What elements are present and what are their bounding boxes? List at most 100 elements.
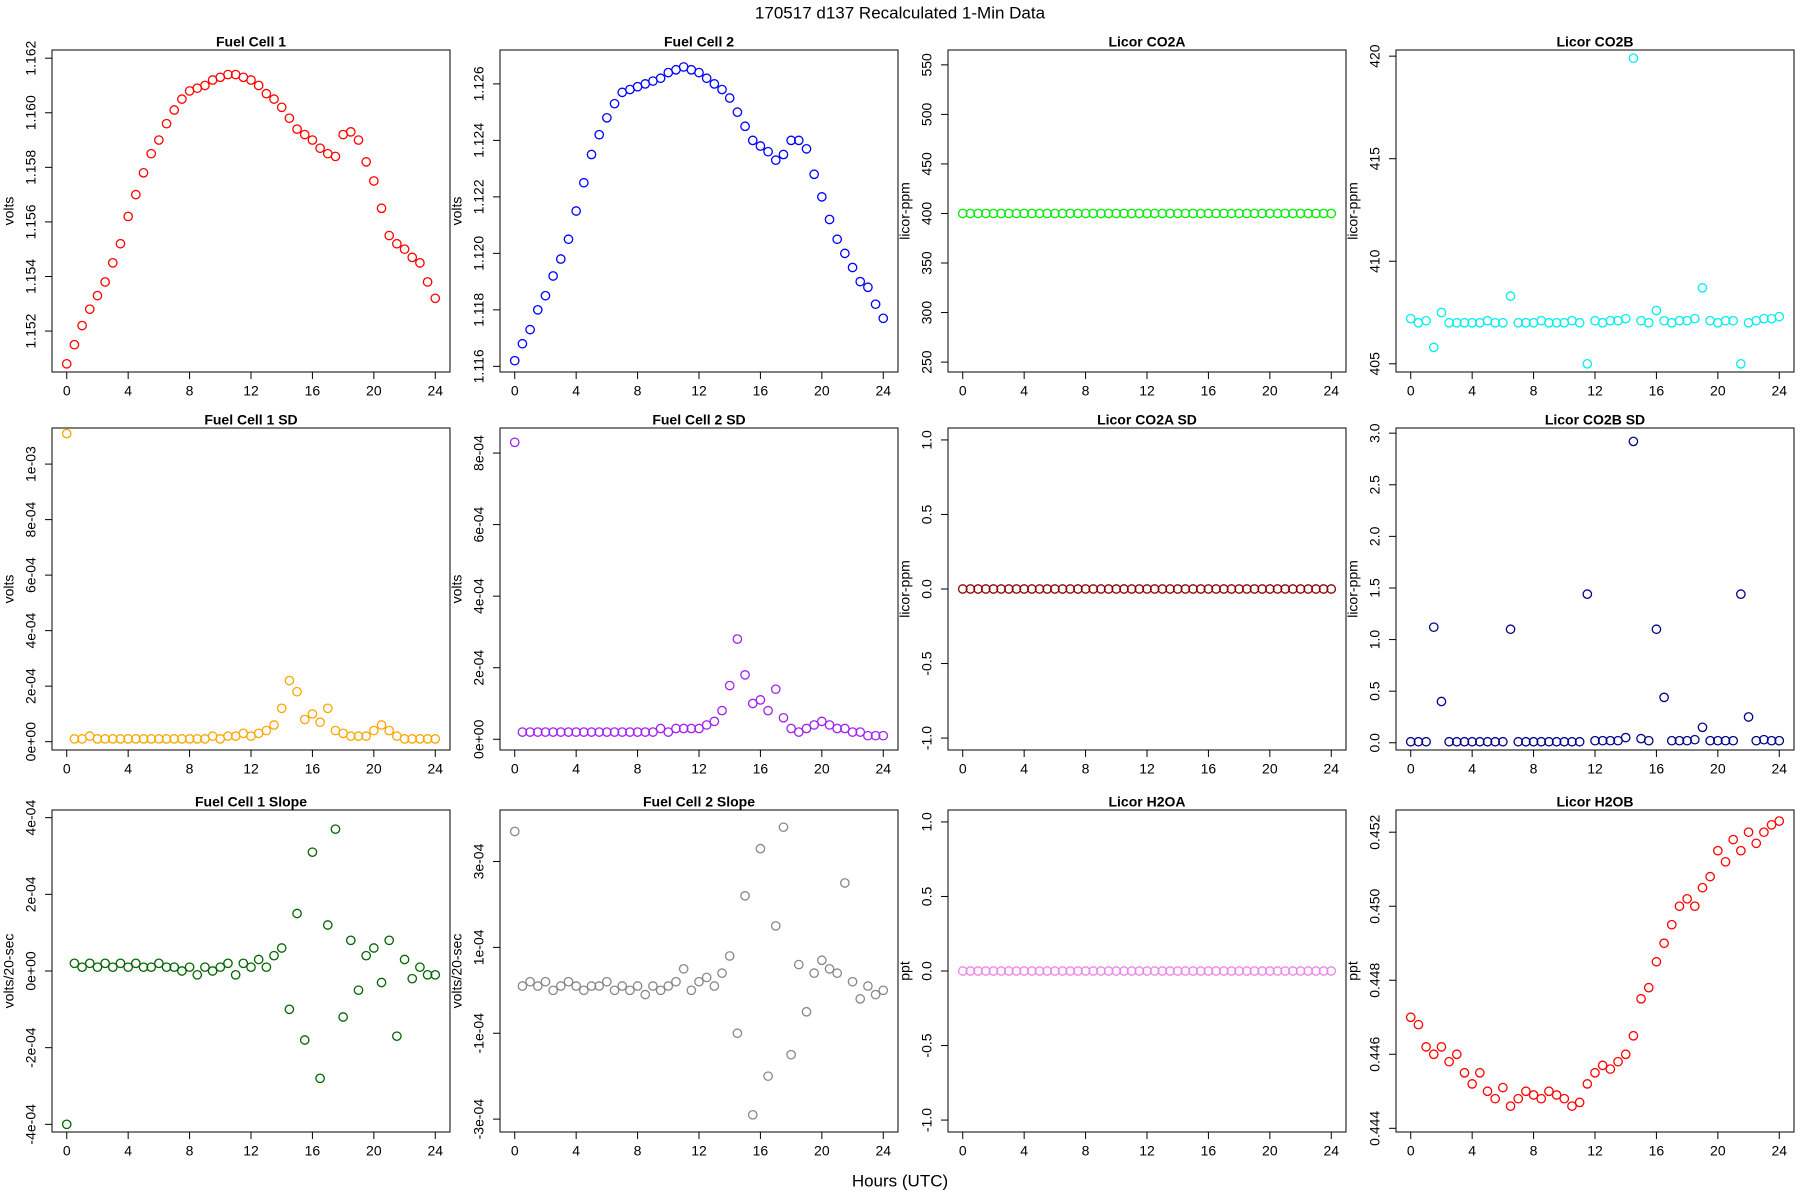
- point: [123, 734, 134, 744]
- point: [1042, 966, 1053, 976]
- y-tick-label: 6e-04: [23, 557, 39, 593]
- point: [586, 727, 597, 737]
- x-tick-label: 0: [63, 1143, 71, 1159]
- point: [1467, 317, 1478, 328]
- plot-frame: [947, 427, 1347, 751]
- x-tick-label: 12: [1587, 1143, 1603, 1159]
- x-tick-label: 0: [1407, 761, 1415, 777]
- point: [146, 148, 157, 159]
- point: [578, 727, 589, 737]
- point: [1326, 584, 1337, 594]
- point: [1034, 584, 1045, 594]
- point: [973, 208, 983, 219]
- point: [586, 981, 597, 991]
- point: [1697, 722, 1708, 733]
- point: [1774, 735, 1785, 746]
- plot-frame: [947, 49, 1347, 373]
- point: [740, 670, 750, 680]
- point: [617, 727, 628, 737]
- point: [61, 1119, 72, 1130]
- point: [740, 121, 750, 132]
- point: [207, 966, 218, 976]
- y-tick-label: 1.122: [471, 179, 487, 214]
- point: [786, 723, 796, 734]
- x-tick-label: 12: [243, 1143, 259, 1159]
- point: [330, 151, 341, 162]
- point: [69, 958, 80, 969]
- point: [1149, 966, 1160, 976]
- y-tick-label: 3.0: [1367, 423, 1383, 443]
- point: [115, 958, 126, 969]
- point: [594, 727, 605, 737]
- point: [1620, 313, 1631, 324]
- point: [1559, 1093, 1570, 1104]
- y-tick-label: 405: [1367, 352, 1383, 376]
- plot-frame: [1395, 49, 1795, 373]
- point: [801, 144, 812, 154]
- point: [1203, 208, 1214, 219]
- point: [847, 976, 858, 987]
- point: [276, 943, 287, 953]
- x-tick-label: 4: [1468, 383, 1476, 399]
- point: [793, 727, 804, 737]
- point: [724, 93, 735, 103]
- point: [840, 878, 850, 888]
- point: [1620, 1049, 1631, 1060]
- plot-frame: [499, 427, 899, 751]
- point: [1057, 966, 1068, 976]
- point: [555, 981, 566, 991]
- point: [1280, 966, 1291, 976]
- y-tick-label: 6e-04: [471, 506, 487, 542]
- point: [1597, 1060, 1608, 1071]
- point: [1057, 208, 1068, 219]
- y-tick-label: 1e-03: [23, 446, 39, 482]
- point: [1165, 966, 1175, 976]
- plot-frame: [499, 809, 899, 1133]
- point: [107, 962, 118, 973]
- point: [809, 169, 820, 180]
- point: [1513, 317, 1524, 328]
- point: [602, 727, 612, 737]
- point: [778, 149, 789, 160]
- point: [361, 731, 372, 741]
- point: [1498, 736, 1508, 747]
- y-tick-label: 2e-04: [23, 876, 39, 912]
- point: [169, 105, 180, 115]
- point: [1674, 901, 1685, 912]
- point: [1559, 736, 1570, 747]
- point: [1643, 735, 1654, 746]
- point: [1720, 735, 1731, 746]
- point: [1428, 622, 1439, 633]
- y-tick-label: 1.162: [23, 40, 39, 75]
- y-axis-label: volts/20-sec: [449, 934, 465, 1009]
- x-tick-label: 0: [511, 1143, 519, 1159]
- point: [525, 324, 535, 335]
- point: [1257, 584, 1268, 594]
- x-tick-label: 24: [1323, 761, 1339, 777]
- point: [1050, 208, 1060, 219]
- point: [1666, 735, 1677, 746]
- point: [786, 135, 796, 146]
- point: [1096, 584, 1106, 594]
- point: [299, 714, 310, 725]
- point: [832, 968, 843, 978]
- point: [1728, 315, 1739, 326]
- point: [571, 981, 582, 991]
- point: [609, 985, 620, 996]
- point: [1003, 966, 1014, 976]
- point: [1241, 584, 1252, 594]
- point: [1180, 208, 1191, 219]
- chart-title: Licor CO2A SD: [1097, 412, 1197, 428]
- point: [1628, 1030, 1639, 1041]
- x-tick-label: 4: [124, 761, 132, 777]
- point: [1103, 584, 1114, 594]
- point: [1211, 966, 1221, 976]
- x-tick-label: 12: [1587, 383, 1603, 399]
- x-tick-label: 4: [1020, 1143, 1028, 1159]
- chart-title: Fuel Cell 2 Slope: [643, 794, 755, 810]
- point: [1218, 966, 1229, 976]
- point: [1088, 966, 1099, 976]
- point: [832, 723, 843, 734]
- point: [855, 727, 866, 737]
- x-tick-label: 24: [1771, 761, 1787, 777]
